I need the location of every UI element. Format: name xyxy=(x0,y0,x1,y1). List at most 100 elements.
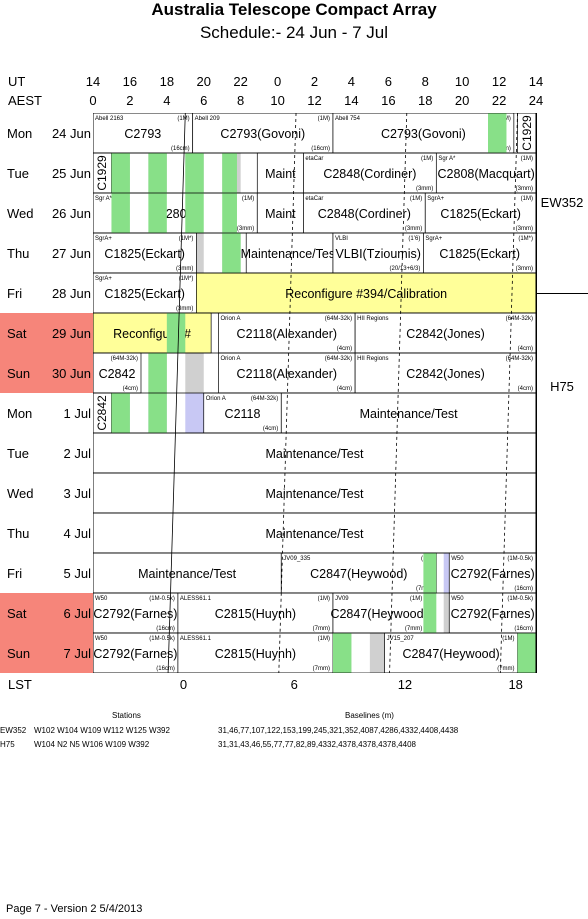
ut-tick: 14 xyxy=(528,74,544,89)
schedule-block[interactable]: C2792(Farnes) W50 (1M-0.5k) (16cm) xyxy=(448,592,536,634)
block-target: SgrA+ xyxy=(425,236,442,242)
day-name: Wed xyxy=(7,205,34,221)
day-date: 30 Jun xyxy=(51,365,91,381)
block-box xyxy=(423,232,536,274)
block-target: HII Regions xyxy=(357,356,388,362)
block-label: Reconfigure #394/Calibration xyxy=(285,287,447,301)
block-label: C2842(Jones) xyxy=(406,367,485,381)
schedule-block[interactable]: C2842 xyxy=(93,392,112,434)
block-band: (3mm) xyxy=(416,186,433,192)
schedule-block[interactable]: C2792(Farnes) W50 (1M-0.5k) (16cm) xyxy=(448,552,536,594)
block-array-config: (1’6) xyxy=(408,236,420,242)
block-band: (3mm) xyxy=(516,266,533,272)
schedule-block[interactable]: C2808(Macquart) Sgr A* (1M) (3mm) xyxy=(435,152,536,194)
block-label: Maint xyxy=(265,207,296,221)
block-array-config: (1M) xyxy=(421,156,433,162)
aest-tick: 16 xyxy=(381,93,396,108)
block-target: SgrA+ xyxy=(95,236,112,242)
schedule-block[interactable]: Maintenance/Test xyxy=(93,552,282,594)
schedule-block[interactable]: C1825(Eckart) SgrA+ (1M*) (3mm) xyxy=(423,232,536,274)
schedule-block[interactable]: C1825(Eckart) SgrA+ (1M) (3mm) xyxy=(424,192,536,234)
block-label: C2842 xyxy=(99,367,136,381)
schedule-block[interactable]: C2847(Heywood) JV09 (1M) (7mm) xyxy=(330,592,428,634)
block-box xyxy=(93,472,536,514)
day-label: Wed 26 Jun xyxy=(0,193,93,233)
schedule-block[interactable]: C2848(Cordiner)etaCar (1M)(3mm) xyxy=(303,192,426,234)
block-target: SgrA+ xyxy=(95,276,112,282)
block-array-config: (1M-0.5k) xyxy=(149,596,175,602)
schedule-block[interactable]: Maint xyxy=(256,192,304,234)
hour-stripe xyxy=(185,353,204,393)
aest-tick: 10 xyxy=(270,93,285,108)
ut-tick: 2 xyxy=(310,74,319,89)
block-target: etaCar xyxy=(305,156,323,162)
block-array-config: (1M-0.5k) xyxy=(507,596,533,602)
schedule-block[interactable]: C2118 Orion A (64M-32k) (4cm) xyxy=(203,392,282,434)
schedule-block[interactable]: Maintenance/Test xyxy=(93,512,536,554)
block-band: (7mm) xyxy=(313,666,330,672)
schedule-block[interactable]: C2842(Jones) HII Regions (64M-32k) (4cm) xyxy=(354,352,536,394)
schedule-block[interactable]: Reconfigure #394/Calibration xyxy=(196,272,536,314)
schedule-block[interactable]: Maintenance/Test xyxy=(93,432,536,474)
day-date: 6 Jul xyxy=(63,605,91,621)
block-box xyxy=(218,352,356,394)
schedule-block[interactable]: C1929 xyxy=(93,152,112,194)
aest-tick: 14 xyxy=(344,93,359,108)
schedule-block[interactable]: C2847(Heywood)JV09_335(1M)(7mm) xyxy=(280,552,437,594)
day-name: Wed xyxy=(7,485,34,501)
block-target: etaCar xyxy=(305,196,323,202)
block-array-config: (64M-32k) xyxy=(111,356,138,362)
block-array-config: (1M) xyxy=(502,636,514,642)
schedule-block[interactable]: Maintenance/Test xyxy=(93,472,536,514)
block-box xyxy=(354,352,536,394)
block-box xyxy=(332,592,426,634)
block-array-config: (1M) xyxy=(318,596,330,602)
schedule-block[interactable]: C2815(Huynh)ALESS61.1 (1M) (7mm) xyxy=(177,632,334,673)
schedule-block[interactable]: C2793(Govoni)Abell 754(1M)(16cm) xyxy=(332,113,515,154)
schedule-block[interactable]: C2842(Jones) HII Regions (64M-32k) (4cm) xyxy=(354,312,536,354)
footnote-config: EW352 xyxy=(0,726,27,735)
schedule-block[interactable]: C2792(Farnes) W50 (1M-0.5k) (16cm) xyxy=(93,632,179,673)
block-label: C2118(Alexander) xyxy=(237,367,338,381)
free-slot xyxy=(488,113,507,153)
block-label: C2847(Heywood) xyxy=(402,647,499,661)
schedule-block[interactable]: VLBI(Tzioumis) VLBI (1’6) (20/13+6/3) xyxy=(332,232,424,274)
block-label: C2793(Govoni) xyxy=(381,127,466,141)
block-label: C2793 xyxy=(124,127,161,141)
block-label: Maintenance/Test xyxy=(241,247,340,261)
block-target: Abell 754 xyxy=(335,116,361,122)
block-target: Orion A xyxy=(221,316,241,322)
schedule-block[interactable]: C2842 (64M-32k) (4cm) xyxy=(93,352,142,394)
schedule-block[interactable]: Reconfigure # xyxy=(93,312,212,354)
schedule-block[interactable]: Maint xyxy=(256,152,304,194)
schedule-block[interactable]: C2118(Alexander) Orion A (64M-32k) (4cm) xyxy=(218,352,356,394)
schedule-block[interactable]: C2793(Govoni) Abell 209 (1M) (16cm) xyxy=(192,113,334,154)
ut-tick: 20 xyxy=(196,74,211,89)
schedule-block[interactable]: C2792(Farnes) W50 (1M-0.5k) (16cm) xyxy=(93,592,179,634)
schedule-block[interactable]: C1825(Eckart) SgrA+ (1M*) (3mm) xyxy=(93,232,197,274)
aest-tick: 2 xyxy=(126,93,134,108)
block-box xyxy=(93,113,194,154)
block-label: C2118(Alexander) xyxy=(237,327,338,341)
block-target: Abell 209 xyxy=(195,116,221,122)
ut-tick: 18 xyxy=(159,74,175,89)
schedule-block[interactable]: C1929 xyxy=(517,113,536,154)
schedule-block[interactable]: C2848(Cordiner)etaCar (1M)(3mm) xyxy=(303,152,437,194)
schedule-block[interactable]: Maintenance/Test xyxy=(241,232,340,274)
block-box xyxy=(448,592,536,634)
free-slot xyxy=(517,633,536,673)
footnote-baselines: 31,46,77,107,122,153,199,245,321,352,408… xyxy=(218,726,459,735)
free-slot xyxy=(332,633,352,673)
block-label: VLBI(Tzioumis) xyxy=(335,247,420,261)
schedule-block[interactable]: C2815(Huynh)ALESS61.1 (1M) (7mm) xyxy=(177,592,334,634)
day-name: Sun xyxy=(7,365,31,381)
schedule-block[interactable]: C2118(Alexander) Orion A (64M-32k) (4cm) xyxy=(218,312,356,354)
schedule-block[interactable]: C2847(Heywood) JV15_207 (1M) (7mm) xyxy=(384,632,518,673)
schedule-block[interactable]: Maintenance/Test xyxy=(280,392,536,434)
block-box xyxy=(354,312,536,354)
block-array-config: (64M-32k) xyxy=(506,356,533,362)
schedule-block[interactable]: C1825(Eckart) SgrA+ (1M*) (3mm) xyxy=(93,272,197,314)
block-band: (3mm) xyxy=(237,226,254,232)
